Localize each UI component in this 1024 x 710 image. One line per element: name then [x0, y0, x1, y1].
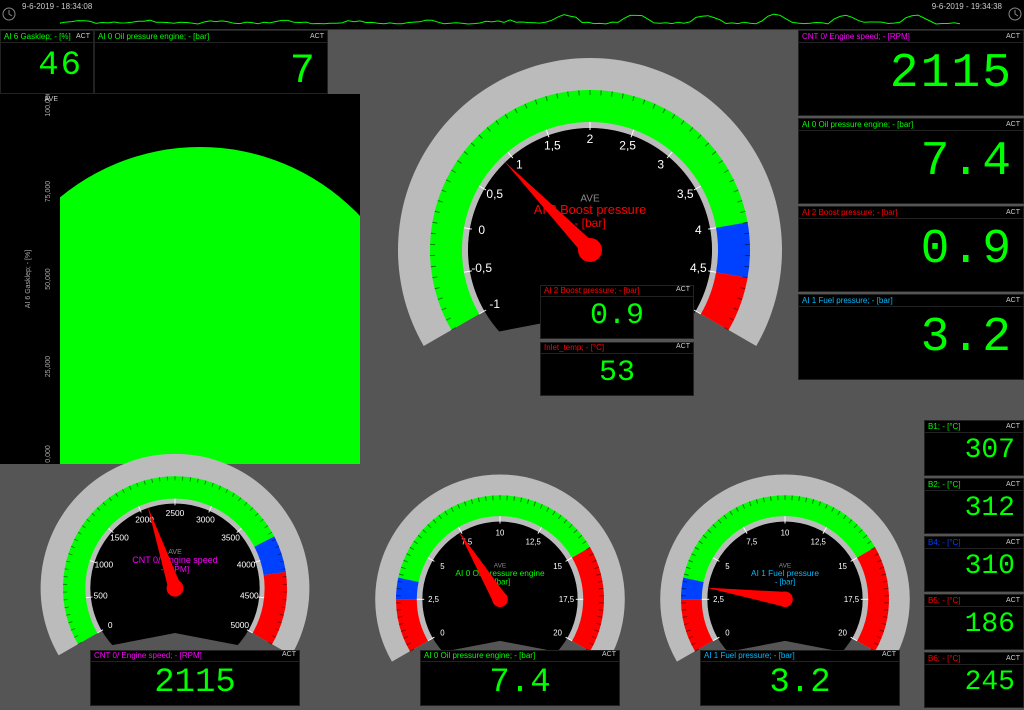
- svg-text:AI 6 Gasklep; - [%]: AI 6 Gasklep; - [%]: [25, 250, 32, 308]
- timeline-strip[interactable]: 9-6-2019 - 18:34:08 9-6-2019 - 19:34:38: [0, 0, 1024, 30]
- svg-text:1: 1: [516, 158, 523, 172]
- svg-text:3000: 3000: [196, 514, 215, 524]
- inset-boost-value: AI 2 Boost pressure; - [bar]ACT 0.9: [540, 285, 694, 339]
- temp-panel-4: B6; - [°C]ACT 245: [924, 652, 1024, 708]
- inset-fuel: AI 1 Fuel pressure; - [bar]ACT 3.2: [700, 650, 900, 706]
- act-label: ACT: [76, 31, 90, 43]
- svg-text:2,5: 2,5: [713, 595, 724, 604]
- act-label: ACT: [310, 31, 324, 43]
- svg-text:500: 500: [94, 591, 108, 601]
- svg-text:0: 0: [725, 628, 730, 637]
- panel-header: AI 0 Oil pressure engine; - [bar] ACT: [95, 31, 327, 43]
- svg-text:2: 2: [587, 132, 594, 146]
- chart-axis: AI 6 Gasklep; - [%] 0,00025,00050,00075,…: [0, 94, 60, 464]
- panel-oil-top: AI 0 Oil pressure engine; - [bar] ACT 7: [94, 30, 328, 94]
- svg-text:- [bar]: - [bar]: [574, 216, 605, 230]
- svg-text:0,5: 0,5: [486, 187, 503, 201]
- svg-text:10: 10: [781, 529, 790, 538]
- inset-title: Inlet_temp; - [°C]: [544, 343, 604, 352]
- svg-text:20: 20: [553, 628, 562, 637]
- svg-text:5: 5: [725, 562, 729, 571]
- temp-panel-1: B2; - [°C]ACT 312: [924, 478, 1024, 534]
- panel-header: AI 6 Gasklep; - [%] ACT: [1, 31, 93, 43]
- svg-text:1,5: 1,5: [544, 139, 561, 153]
- svg-text:0: 0: [478, 223, 485, 237]
- svg-text:2,5: 2,5: [428, 595, 439, 604]
- inset-value: 53: [541, 354, 693, 392]
- inset-title: AI 1 Fuel pressure; - [bar]: [704, 651, 795, 660]
- svg-text:17,5: 17,5: [559, 595, 574, 604]
- svg-text:1500: 1500: [110, 533, 129, 543]
- right-panel-3: AI 1 Fuel pressure; - [bar]ACT 3.2: [798, 294, 1024, 380]
- temp-panel-0: B1; - [°C]ACT 307: [924, 420, 1024, 476]
- chart-tag: AVE: [45, 96, 59, 103]
- svg-text:5: 5: [440, 562, 444, 571]
- inset-value: 3.2: [701, 662, 899, 704]
- svg-text:17,5: 17,5: [844, 595, 859, 604]
- inset-title: AI 0 Oil pressure engine; - [bar]: [424, 651, 535, 660]
- inset-title: AI 2 Boost pressure; - [bar]: [544, 286, 640, 295]
- svg-text:25,000: 25,000: [45, 356, 52, 378]
- svg-text:50,000: 50,000: [45, 268, 52, 290]
- panel-title: AI 6 Gasklep; - [%]: [4, 32, 71, 41]
- svg-text:3500: 3500: [221, 533, 240, 543]
- right-panel-2: AI 2 Boost pressure; - [bar]ACT 0.9: [798, 206, 1024, 292]
- inset-rpm: CNT 0/ Engine speed; - [RPM]ACT 2115: [90, 650, 300, 706]
- svg-text:15: 15: [838, 562, 847, 571]
- inset-oil: AI 0 Oil pressure engine; - [bar]ACT 7.4: [420, 650, 620, 706]
- svg-text:15: 15: [553, 562, 562, 571]
- svg-text:3,5: 3,5: [677, 187, 694, 201]
- svg-text:20: 20: [838, 628, 847, 637]
- right-panel-0: CNT 0/ Engine speed; - [RPM]ACT 2115: [798, 30, 1024, 116]
- inset-value: 2115: [91, 662, 299, 704]
- svg-text:2500: 2500: [166, 508, 185, 518]
- svg-text:4: 4: [695, 223, 702, 237]
- clock-right-icon: [1008, 7, 1022, 21]
- svg-text:2,5: 2,5: [619, 139, 636, 153]
- clock-left-icon: [2, 7, 16, 21]
- right-panel-1: AI 0 Oil pressure engine; - [bar]ACT 7.4: [798, 118, 1024, 204]
- panel-value: 7: [95, 43, 327, 99]
- svg-text:4000: 4000: [237, 560, 256, 570]
- svg-text:4,5: 4,5: [690, 261, 707, 275]
- inset-value: 0.9: [541, 297, 693, 335]
- panel-gasklep: AI 6 Gasklep; - [%] ACT 46: [0, 30, 94, 94]
- svg-text:-0,5: -0,5: [471, 261, 492, 275]
- inset-title: CNT 0/ Engine speed; - [RPM]: [94, 651, 202, 660]
- svg-text:10: 10: [496, 529, 505, 538]
- panel-title: AI 0 Oil pressure engine; - [bar]: [98, 32, 209, 41]
- svg-text:1000: 1000: [95, 560, 114, 570]
- svg-text:5000: 5000: [230, 620, 249, 630]
- timeline-wave: [60, 4, 960, 26]
- svg-text:0: 0: [108, 620, 113, 630]
- svg-text:7,5: 7,5: [746, 537, 757, 546]
- svg-text:0: 0: [440, 628, 445, 637]
- svg-text:3: 3: [657, 158, 664, 172]
- panel-value: 46: [1, 43, 93, 89]
- svg-text:4500: 4500: [240, 591, 259, 601]
- inset-inlet-temp: Inlet_temp; - [°C]ACT 53: [540, 342, 694, 396]
- svg-text:- [bar]: - [bar]: [775, 577, 795, 586]
- temp-panel-2: B4; - [°C]ACT 310: [924, 536, 1024, 592]
- inset-value: 7.4: [421, 662, 619, 704]
- svg-text:75,000: 75,000: [45, 181, 52, 203]
- chart-fill: [60, 147, 360, 464]
- chart-body[interactable]: [60, 94, 360, 464]
- temp-panel-3: B5; - [°C]ACT 186: [924, 594, 1024, 650]
- svg-text:12,5: 12,5: [526, 537, 541, 546]
- svg-text:12,5: 12,5: [811, 537, 826, 546]
- svg-text:-1: -1: [489, 297, 500, 311]
- chart-yticks: AI 6 Gasklep; - [%] 0,00025,00050,00075,…: [0, 94, 60, 464]
